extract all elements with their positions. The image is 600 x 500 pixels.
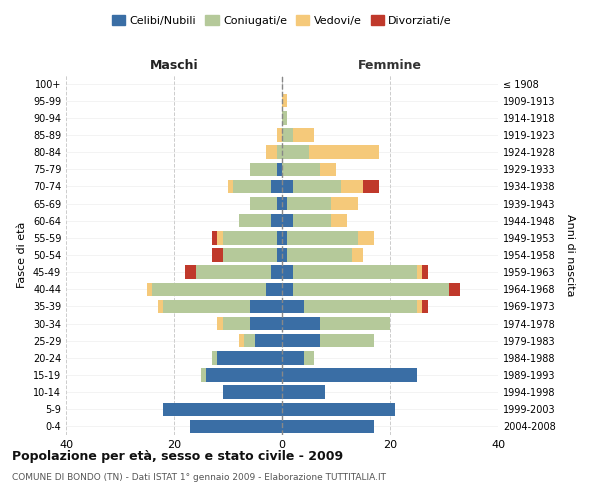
Bar — [163, 300, 250, 313]
Bar — [282, 94, 287, 108]
Bar — [277, 248, 282, 262]
Bar — [250, 317, 282, 330]
Bar — [196, 266, 271, 279]
Legend: Celibi/Nubili, Coniugati/e, Vedovi/e, Divorziati/e: Celibi/Nubili, Coniugati/e, Vedovi/e, Di… — [107, 10, 457, 30]
Bar — [277, 231, 282, 244]
Bar — [239, 334, 244, 347]
Bar — [293, 180, 341, 193]
Bar — [239, 214, 271, 228]
Bar — [250, 162, 277, 176]
Bar — [304, 351, 314, 364]
Bar — [217, 317, 223, 330]
Text: Popolazione per età, sesso e stato civile - 2009: Popolazione per età, sesso e stato civil… — [12, 450, 343, 463]
Bar — [147, 282, 152, 296]
Bar — [158, 300, 163, 313]
Text: Femmine: Femmine — [358, 58, 422, 71]
Bar — [271, 180, 282, 193]
Bar — [185, 266, 196, 279]
Bar — [152, 282, 266, 296]
Bar — [287, 231, 358, 244]
Bar — [422, 300, 428, 313]
Bar — [293, 214, 331, 228]
Bar — [233, 180, 271, 193]
Bar — [282, 266, 293, 279]
Bar — [282, 386, 325, 399]
Bar — [331, 214, 347, 228]
Bar — [304, 300, 417, 313]
Bar — [212, 351, 217, 364]
Text: Maschi: Maschi — [149, 58, 199, 71]
Bar — [250, 197, 277, 210]
Bar — [282, 128, 293, 141]
Bar — [282, 317, 320, 330]
Bar — [212, 231, 217, 244]
Bar — [287, 197, 331, 210]
Bar — [282, 420, 374, 433]
Bar — [277, 197, 282, 210]
Bar — [417, 300, 422, 313]
Bar — [293, 128, 314, 141]
Bar — [331, 197, 358, 210]
Bar — [417, 266, 422, 279]
Bar — [282, 111, 287, 124]
Bar — [282, 180, 293, 193]
Bar — [277, 146, 282, 159]
Bar — [282, 368, 417, 382]
Bar — [223, 248, 277, 262]
Bar — [277, 128, 282, 141]
Bar — [309, 146, 379, 159]
Y-axis label: Fasce di età: Fasce di età — [17, 222, 27, 288]
Bar — [320, 317, 390, 330]
Bar — [282, 231, 287, 244]
Bar — [201, 368, 206, 382]
Bar — [228, 180, 233, 193]
Bar — [271, 266, 282, 279]
Bar — [163, 402, 282, 416]
Bar — [190, 420, 282, 433]
Y-axis label: Anni di nascita: Anni di nascita — [565, 214, 575, 296]
Bar — [422, 266, 428, 279]
Text: COMUNE DI BONDO (TN) - Dati ISTAT 1° gennaio 2009 - Elaborazione TUTTITALIA.IT: COMUNE DI BONDO (TN) - Dati ISTAT 1° gen… — [12, 472, 386, 482]
Bar — [223, 317, 250, 330]
Bar — [282, 248, 287, 262]
Bar — [282, 282, 293, 296]
Bar — [244, 334, 255, 347]
Bar — [266, 282, 282, 296]
Bar — [277, 162, 282, 176]
Bar — [282, 300, 304, 313]
Bar — [217, 351, 282, 364]
Bar — [266, 146, 277, 159]
Bar — [282, 146, 309, 159]
Bar — [250, 300, 282, 313]
Bar — [212, 248, 223, 262]
Bar — [282, 351, 304, 364]
Bar — [341, 180, 363, 193]
Bar — [320, 334, 374, 347]
Bar — [282, 197, 287, 210]
Bar — [293, 266, 417, 279]
Bar — [293, 282, 449, 296]
Bar — [449, 282, 460, 296]
Bar — [352, 248, 363, 262]
Bar — [217, 231, 223, 244]
Bar — [287, 248, 352, 262]
Bar — [282, 402, 395, 416]
Bar — [271, 214, 282, 228]
Bar — [363, 180, 379, 193]
Bar — [282, 214, 293, 228]
Bar — [282, 162, 320, 176]
Bar — [206, 368, 282, 382]
Bar — [320, 162, 336, 176]
Bar — [223, 386, 282, 399]
Bar — [282, 334, 320, 347]
Bar — [255, 334, 282, 347]
Bar — [223, 231, 277, 244]
Bar — [358, 231, 374, 244]
